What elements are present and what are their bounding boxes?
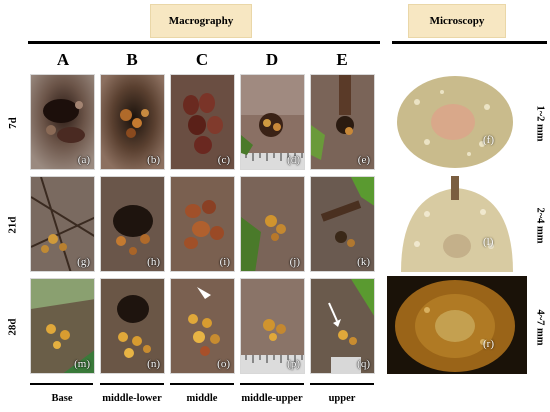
photo-m: (m) xyxy=(30,278,95,374)
macrography-title: Macrography xyxy=(168,15,234,27)
column-letter-a: A xyxy=(56,50,70,69)
row-label-28d: 28d xyxy=(7,318,19,336)
photo-m-label: (m) xyxy=(74,358,90,370)
size-label-row2: 2~4 mm xyxy=(534,206,546,244)
macrography-header: Macrography xyxy=(150,4,252,38)
column-letter-b: B xyxy=(126,50,138,69)
micrograph-r: (r) xyxy=(387,276,527,374)
photo-o: (o) xyxy=(170,278,235,374)
photo-j: (j) xyxy=(240,176,305,272)
photo-d-label: (d) xyxy=(287,154,300,166)
macrography-rule xyxy=(28,41,380,44)
micrograph-l-label: (l) xyxy=(483,236,494,248)
photo-p-label: (p) xyxy=(287,358,300,370)
photo-q: (q) xyxy=(310,278,375,374)
bottom-rule-b xyxy=(100,383,164,385)
position-label-middle-lower: middle-lower xyxy=(102,393,162,404)
position-label-middle: middle xyxy=(186,393,218,404)
photo-p: (p) xyxy=(240,278,305,374)
photo-a-label: (a) xyxy=(77,154,90,166)
photo-i-label: (i) xyxy=(219,256,230,268)
microscopy-header: Microscopy xyxy=(408,4,506,38)
photo-g: (g) xyxy=(30,176,95,272)
photo-c-label: (c) xyxy=(217,154,230,166)
photo-e-label: (e) xyxy=(357,154,370,166)
photo-e: (e) xyxy=(310,74,375,170)
position-label-upper: upper xyxy=(328,393,356,404)
bottom-rule-a xyxy=(30,383,93,385)
column-letter-c: C xyxy=(195,50,209,69)
photo-d: (d) xyxy=(240,74,305,170)
size-label-row3: 4~7 mm xyxy=(534,308,546,346)
photo-b: (b) xyxy=(100,74,165,170)
micrograph-l: (l) xyxy=(387,174,527,272)
microscopy-title: Microscopy xyxy=(429,15,485,27)
photo-n: (n) xyxy=(100,278,165,374)
photo-n-label: (n) xyxy=(147,358,160,370)
photo-o-label: (o) xyxy=(217,358,230,370)
position-label-middle-upper: middle-upper xyxy=(241,393,303,404)
photo-g-label: (g) xyxy=(77,256,90,268)
photo-j-label: (j) xyxy=(289,256,300,268)
photo-a: (a) xyxy=(30,74,95,170)
micrograph-r-label: (r) xyxy=(483,338,494,350)
photo-k-label: (k) xyxy=(357,256,370,268)
row-label-21d: 21d xyxy=(7,216,19,234)
position-label-base: Base xyxy=(51,393,73,404)
photo-q-label: (q) xyxy=(357,358,370,370)
photo-i: (i) xyxy=(170,176,235,272)
bottom-rule-e xyxy=(310,383,374,385)
photo-h: (h) xyxy=(100,176,165,272)
microscopy-rule xyxy=(392,41,547,44)
photo-h-label: (h) xyxy=(147,256,160,268)
column-letter-d: D xyxy=(265,50,279,69)
bottom-rule-c xyxy=(170,383,234,385)
micrograph-f-label: (f) xyxy=(483,134,494,146)
column-letter-e: E xyxy=(336,50,348,69)
micrograph-f: (f) xyxy=(387,72,527,170)
size-label-row1: 1~2 mm xyxy=(534,104,546,142)
photo-b-label: (b) xyxy=(147,154,160,166)
row-label-7d: 7d xyxy=(7,117,19,129)
photo-c: (c) xyxy=(170,74,235,170)
bottom-rule-d xyxy=(240,383,304,385)
photo-k: (k) xyxy=(310,176,375,272)
